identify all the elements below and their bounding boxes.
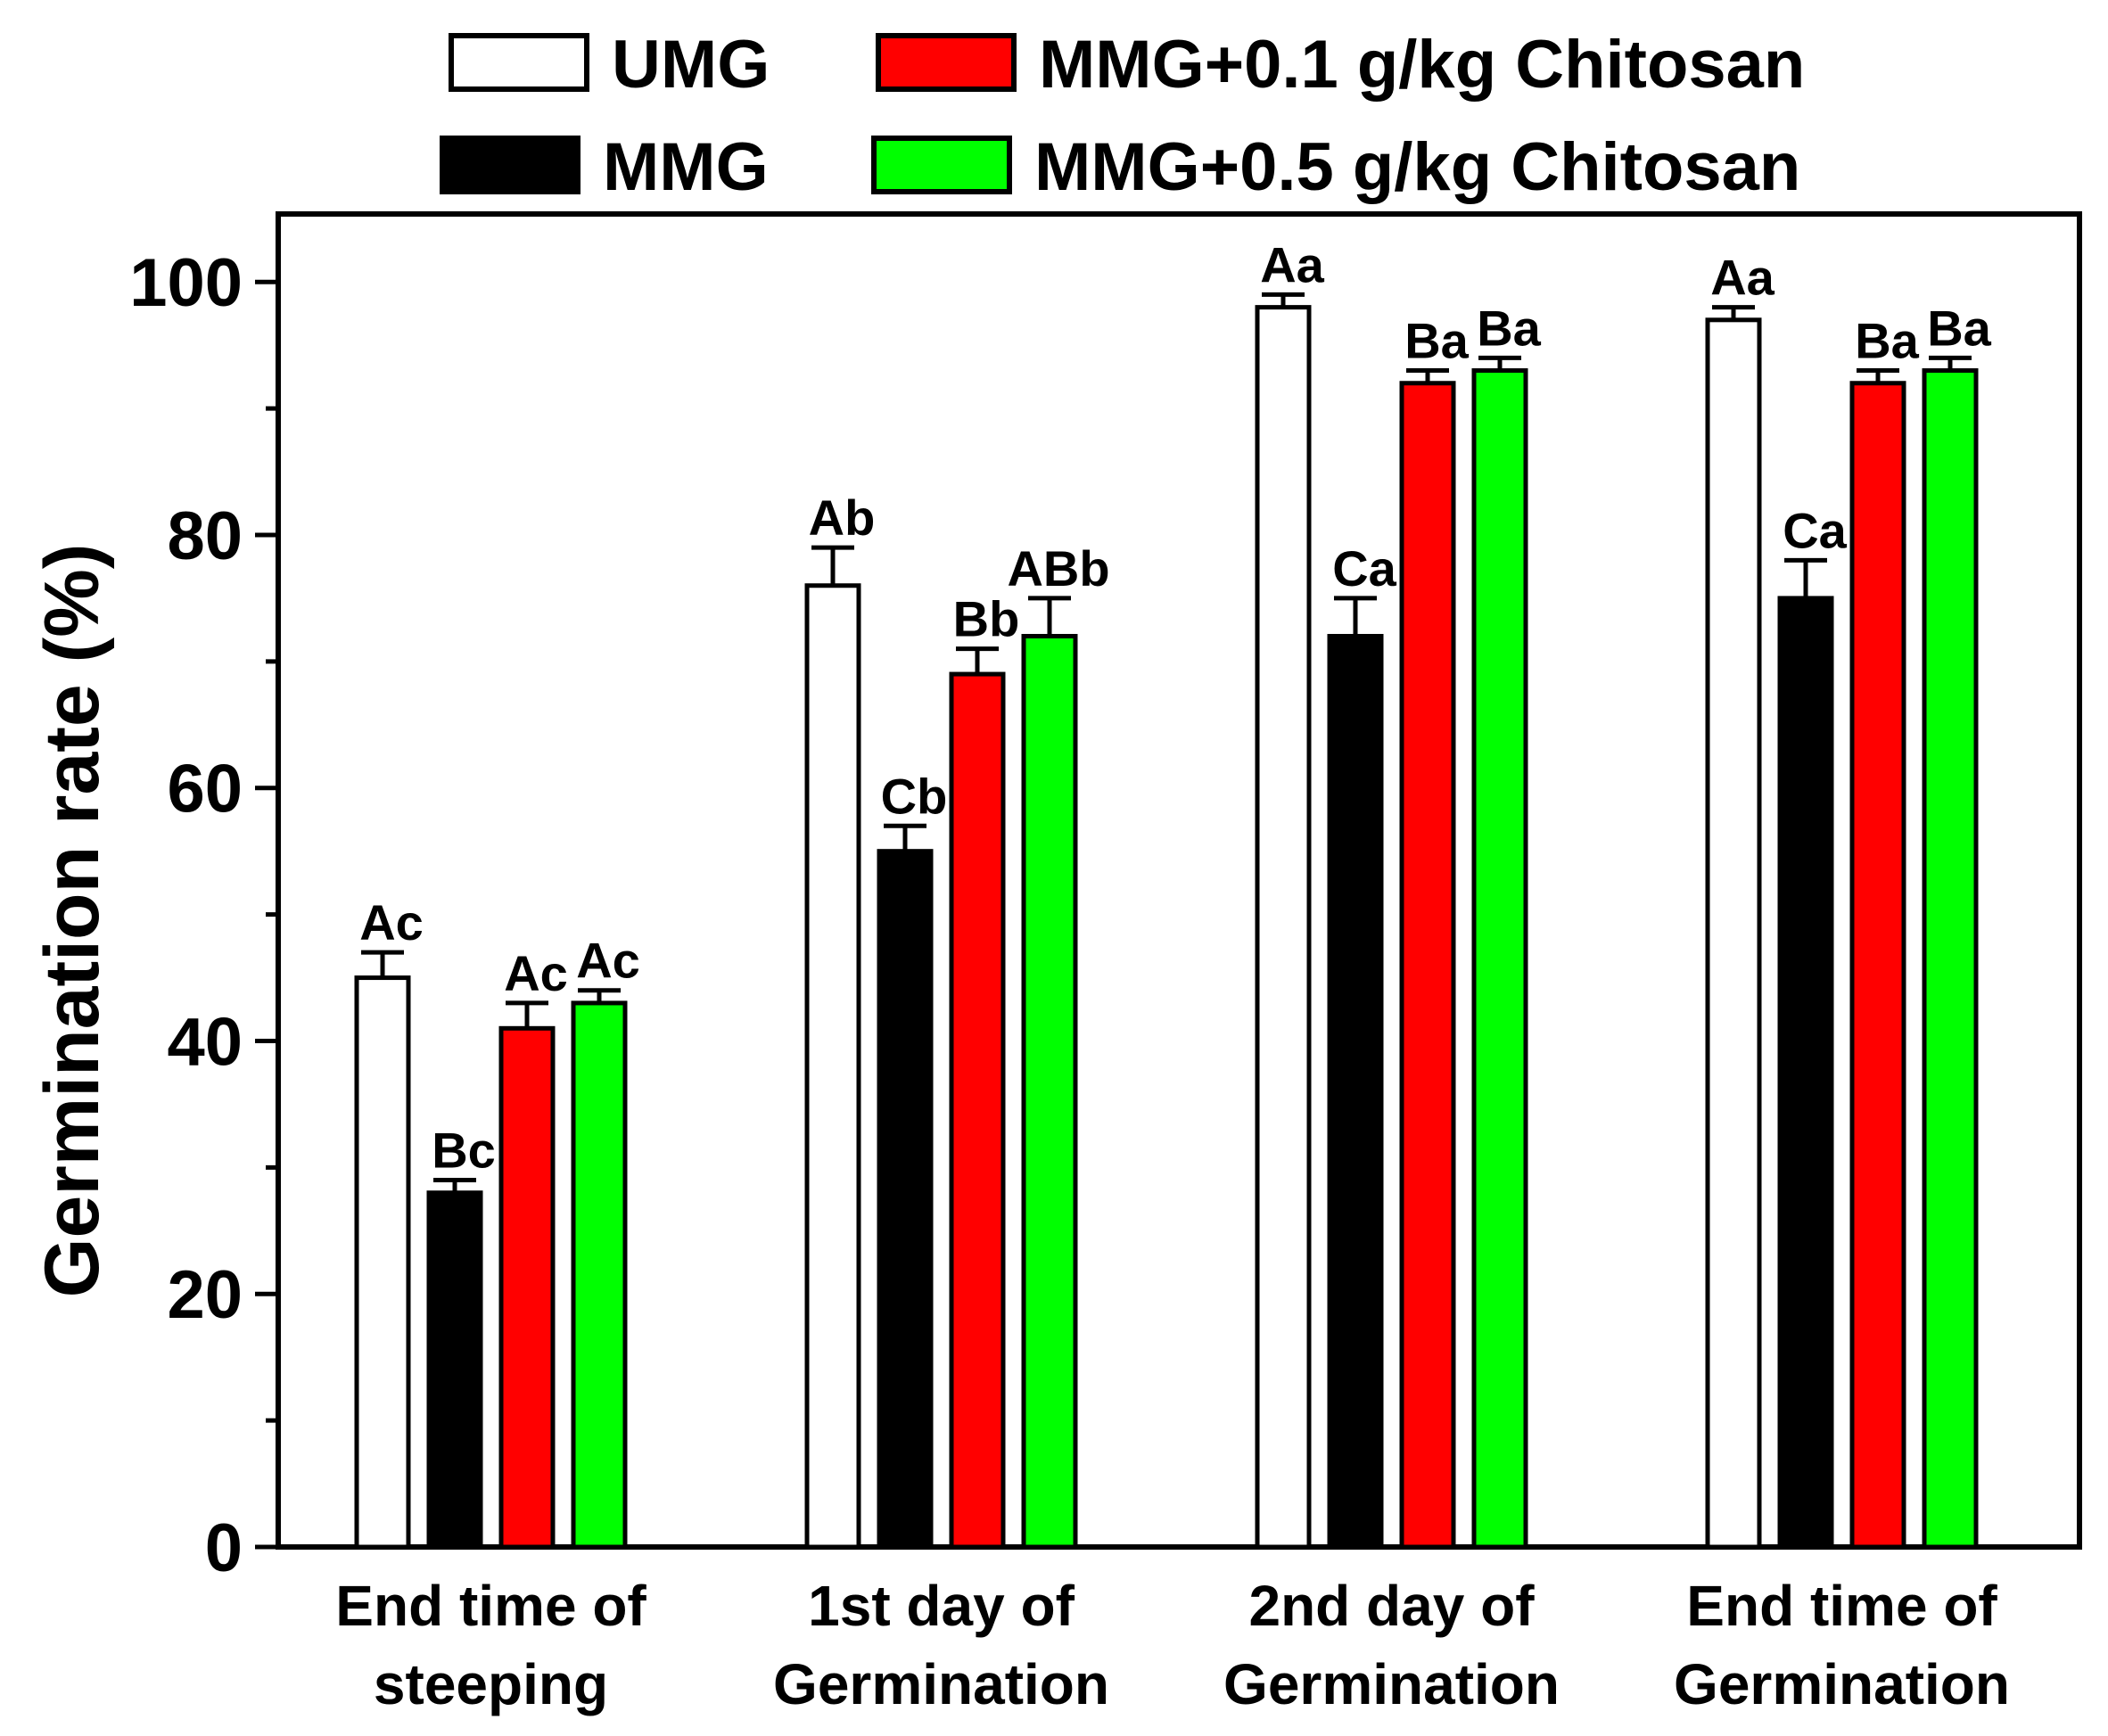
y-tick-label: 0: [205, 1510, 243, 1586]
legend-swatch-mmg-0-1-g-kg-chitosan: [876, 33, 1017, 92]
significance-label: Ba: [1404, 313, 1469, 369]
significance-label: Bc: [432, 1123, 496, 1179]
x-category-label: steeping: [374, 1652, 608, 1716]
bar-mmg-2: [1327, 633, 1384, 1550]
bar-mmg-0-5-g-kg-chitosan-0: [571, 1000, 628, 1550]
significance-label: Aa: [1260, 236, 1324, 292]
bar-umg-3: [1705, 317, 1762, 1550]
significance-label: Bb: [953, 591, 1020, 647]
significance-label: Ab: [809, 490, 876, 546]
y-tick-label: 80: [167, 498, 243, 574]
significance-label: Ba: [1927, 300, 1991, 356]
bar-umg-2: [1255, 305, 1312, 1550]
x-category-label: Germination: [1223, 1652, 1560, 1716]
y-tick-label: 20: [167, 1257, 243, 1333]
legend-label: MMG+0.5 g/kg Chitosan: [1034, 129, 1800, 205]
bar-mmg-0-1-g-kg-chitosan-2: [1399, 381, 1456, 1550]
plot-frame: [276, 211, 2082, 1550]
bar-mmg-0-1-g-kg-chitosan-0: [498, 1025, 556, 1550]
legend-label: MMG+0.1 g/kg Chitosan: [1039, 27, 1805, 103]
bar-mmg-3: [1777, 596, 1834, 1550]
significance-label: Ca: [1783, 502, 1847, 558]
y-tick-label: 40: [167, 1004, 243, 1080]
significance-label: Ba: [1477, 300, 1541, 356]
significance-label: Cb: [881, 768, 948, 824]
legend-swatch-mmg-0-5-g-kg-chitosan: [871, 136, 1012, 194]
bar-mmg-0-5-g-kg-chitosan-2: [1471, 368, 1528, 1550]
significance-label: Ac: [359, 894, 424, 950]
x-category-label: End time of: [1686, 1574, 1997, 1638]
y-axis-title: Germination rate (%): [29, 544, 115, 1298]
bar-mmg-0: [426, 1190, 483, 1550]
x-category-label: 2nd day of: [1248, 1574, 1535, 1638]
significance-label: Aa: [1710, 250, 1775, 306]
legend-label: MMG: [603, 129, 769, 205]
significance-label: Ca: [1332, 540, 1396, 596]
bar-mmg-1: [877, 849, 934, 1550]
x-category-label: 1st day of: [808, 1574, 1075, 1638]
bar-mmg-0-1-g-kg-chitosan-3: [1849, 381, 1906, 1550]
legend: UMG MMG MMG+0.1 g/kg Chitosan MMG+0.5 g/kg …: [440, 27, 1805, 205]
legend-swatch-mmg: [440, 136, 581, 194]
significance-label: Ac: [504, 945, 568, 1001]
x-category-label: Germination: [1674, 1652, 2010, 1716]
bar-mmg-0-1-g-kg-chitosan-1: [949, 671, 1006, 1550]
x-category-label: Germination: [773, 1652, 1109, 1716]
y-tick-label: 100: [129, 245, 243, 321]
bar-mmg-0-5-g-kg-chitosan-1: [1021, 633, 1078, 1550]
x-category-label: End time of: [335, 1574, 646, 1638]
x-axis: End time of steeping 1st day of Germination…: [335, 1574, 2010, 1716]
legend-label: UMG: [612, 27, 770, 103]
significance-label: Ac: [576, 933, 640, 989]
y-tick-label: 60: [167, 752, 243, 827]
significance-label: Ba: [1855, 313, 1919, 369]
bar-mmg-0-5-g-kg-chitosan-3: [1922, 368, 1979, 1550]
bar-umg-1: [804, 583, 861, 1550]
y-axis: 0 20 40 60 80 100: [129, 245, 278, 1586]
significance-label: ABb: [1007, 540, 1109, 596]
legend-swatch-umg: [449, 33, 589, 92]
bar-umg-0: [354, 975, 411, 1550]
